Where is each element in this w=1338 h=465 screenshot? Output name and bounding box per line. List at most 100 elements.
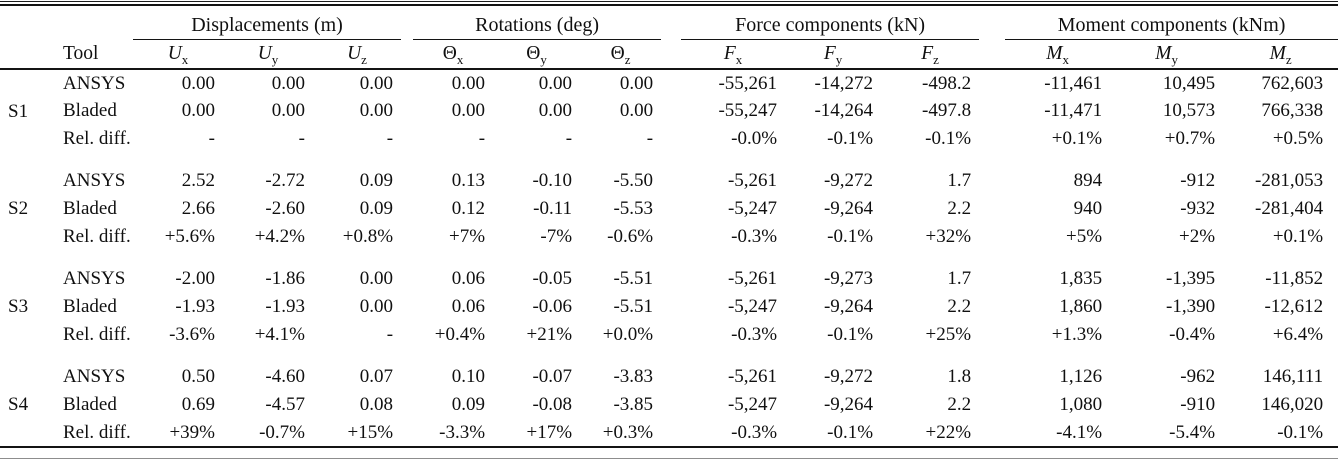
value-cell: -281,053: [1255, 170, 1324, 191]
value-cell: -0.08: [532, 394, 573, 415]
table-row: Bladed 2.66 -2.60 0.09 0.12 -0.11 -5.53 -5,247 -…: [0, 195, 1338, 223]
value-cell: 0.08: [359, 394, 394, 415]
value-cell: -9,264: [823, 198, 874, 219]
table-row: Bladed 0.00 0.00 0.00 0.00 0.00 0.00 -55,247 -14…: [0, 97, 1338, 125]
corner-cell: [0, 39, 52, 70]
value-cell: -5.53: [613, 198, 654, 219]
group-spacer: [661, 363, 681, 391]
value-cell: -5,247: [727, 394, 778, 415]
value-cell: 0.00: [181, 72, 215, 94]
tool-cell: ANSYS: [63, 72, 126, 94]
value-cell: +6.4%: [1272, 324, 1324, 345]
value-cell: 0.00: [538, 72, 573, 94]
col-header-uz: Uz: [313, 39, 402, 70]
value-cell: +0.0%: [602, 324, 654, 345]
value-cell: 1.7: [947, 268, 972, 289]
col-header-mx: Mx: [1005, 39, 1111, 70]
group-spacer: [661, 39, 682, 70]
value-cell: +0.7%: [1164, 128, 1216, 149]
group-spacer: [661, 69, 681, 97]
value-cell: +5.6%: [164, 226, 215, 247]
value-cell: 0.00: [359, 268, 394, 289]
value-cell: -0.1%: [827, 324, 874, 345]
value-cell: -9,273: [823, 268, 874, 289]
value-cell: -0.3%: [731, 226, 778, 247]
table-row: Bladed -1.93 -1.93 0.00 0.06 -0.06 -5.51 -5,247…: [0, 293, 1338, 321]
value-cell: 762,603: [1261, 72, 1324, 94]
group-spacer: [401, 419, 413, 447]
value-cell: 940: [1073, 198, 1103, 219]
corner-spacer: [0, 5, 133, 39]
value-cell: -14,272: [814, 72, 874, 94]
row-group-label: S4: [8, 393, 29, 415]
value-cell: -5.51: [613, 268, 654, 289]
group-spacer: [979, 391, 1005, 419]
value-cell: 10,495: [1162, 72, 1216, 94]
value-cell: 2.2: [947, 296, 972, 317]
group-spacer: [979, 5, 1005, 39]
value-cell: -3.6%: [169, 324, 215, 345]
value-cell: -0.1%: [827, 421, 874, 443]
value-cell: -1.93: [175, 296, 215, 317]
symbol-base: M: [1269, 42, 1286, 64]
value-cell: 146,020: [1261, 394, 1324, 415]
value-cell: -9,272: [823, 170, 874, 191]
value-cell: +17%: [526, 421, 573, 443]
col-header-theta-z: Θz: [580, 39, 662, 70]
value-cell: -912: [1180, 170, 1216, 191]
value-cell: -11,852: [1265, 268, 1324, 289]
symbol-base: M: [1046, 42, 1063, 64]
value-cell: -0.3%: [731, 324, 778, 345]
value-cell: -3.83: [613, 366, 654, 387]
value-cell: -498.2: [922, 72, 972, 94]
value-cell: -5,261: [727, 268, 778, 289]
value-cell: +1.3%: [1051, 324, 1103, 345]
tool-column-header: Tool: [52, 39, 133, 70]
value-cell: -5,247: [727, 296, 778, 317]
tool-cell: Bladed: [63, 198, 117, 219]
value-cell: 0.09: [359, 170, 394, 191]
symbol-subscript: y: [835, 51, 843, 67]
value-cell: 1,126: [1059, 366, 1103, 387]
group-spacer: [401, 321, 413, 349]
value-cell: +21%: [526, 324, 573, 345]
group-spacer: [661, 265, 681, 293]
group-spacer: [401, 223, 413, 251]
value-cell: -0.06: [532, 296, 573, 317]
symbol-base: U: [167, 42, 182, 64]
group-spacer: [661, 167, 681, 195]
value-cell: +25%: [925, 324, 972, 345]
group-spacer: [979, 363, 1005, 391]
group-spacer: [401, 391, 413, 419]
value-cell: -4.57: [265, 394, 305, 415]
symbol-subscript: y: [271, 51, 279, 67]
col-header-mz: Mz: [1223, 39, 1338, 70]
value-cell: +32%: [925, 226, 972, 247]
value-cell: 0.00: [451, 72, 486, 94]
value-cell: 0.69: [181, 394, 215, 415]
value-cell: 0.06: [451, 268, 486, 289]
value-cell: -: [565, 128, 573, 149]
tool-cell: ANSYS: [63, 170, 126, 191]
value-cell: -2.00: [175, 268, 215, 289]
group-spacer: [979, 39, 1006, 70]
value-cell: 1.8: [947, 366, 972, 387]
value-cell: 0.00: [451, 100, 486, 121]
value-cell: -910: [1180, 394, 1216, 415]
value-cell: 0.00: [271, 72, 305, 94]
value-cell: -962: [1180, 366, 1216, 387]
row-group-label: S1: [8, 100, 29, 122]
value-cell: -0.07: [532, 366, 573, 387]
group-spacer: [979, 69, 1005, 97]
table-bottom-outer-rule: [0, 458, 1338, 459]
group-spacer: [661, 293, 681, 321]
block-gap-cell: [0, 349, 1338, 363]
tool-cell: Rel. diff.: [63, 324, 131, 345]
value-cell: +39%: [169, 421, 215, 443]
block-gap: [0, 251, 1338, 265]
table-row: Rel. diff. +39% -0.7% +15% -3.3% +17% +0.3% -0.…: [0, 419, 1338, 447]
value-cell: 146,111: [1262, 366, 1324, 387]
value-cell: -0.0%: [731, 128, 778, 149]
value-cell: +0.4%: [434, 324, 486, 345]
value-cell: 1,860: [1059, 296, 1103, 317]
